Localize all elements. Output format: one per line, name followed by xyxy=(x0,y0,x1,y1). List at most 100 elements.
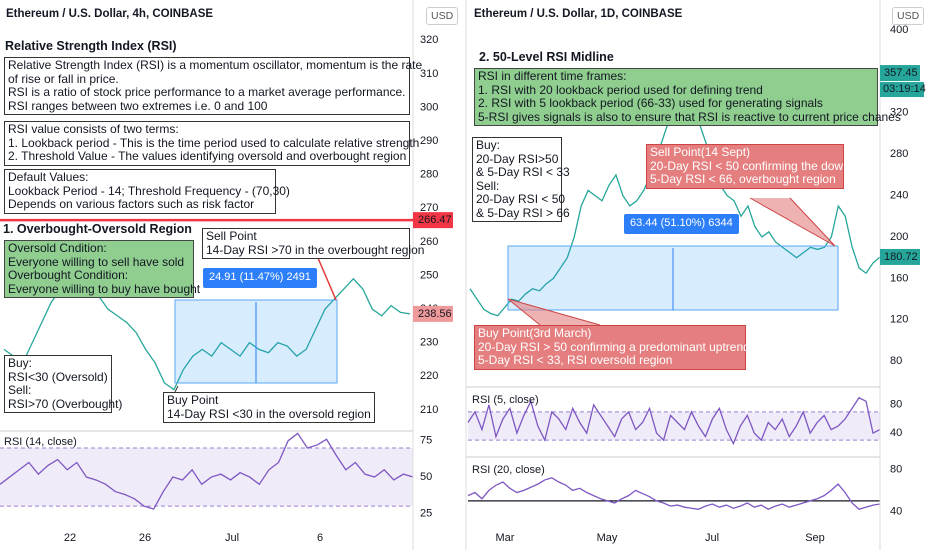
text-line: Lookback Period - 14; Threshold Frequenc… xyxy=(8,183,290,198)
y-tick-label: 80 xyxy=(890,355,902,367)
text-line: Sell Point xyxy=(206,229,257,243)
y-tick-label: 40 xyxy=(890,427,902,439)
price-tag xyxy=(413,305,453,322)
title: 2. 50-Level RSI Midline xyxy=(476,50,617,66)
text-line: Sell Point(14 Sept) xyxy=(650,145,751,159)
y-tick-label: 300 xyxy=(420,101,438,113)
sell-arrow xyxy=(317,257,337,301)
x-tick-label: 22 xyxy=(64,532,76,544)
text-line: 2. RSI with 5 lookback period (66-33) us… xyxy=(478,96,823,110)
y-tick-label: 280 xyxy=(420,169,438,181)
countdown-label: 03:19:14 xyxy=(883,83,926,95)
y-tick-label: 290 xyxy=(420,135,438,147)
series-line xyxy=(0,432,414,510)
text-line: RSI is a ratio of stock price performanc… xyxy=(8,85,406,99)
price-tag xyxy=(880,248,920,265)
y-tick-label: 80 xyxy=(890,399,902,411)
y-tick-label: 75 xyxy=(420,435,432,447)
sell-point-note: Sell Point(14 Sept) 20-Day RSI < 50 confi… xyxy=(646,144,878,189)
y-tick-label: 240 xyxy=(890,190,908,202)
price-tag-label: 266.47 xyxy=(418,214,452,226)
text-line: Overbought Condition: xyxy=(8,268,129,282)
text-line: 20-Day RSI < 50 xyxy=(476,192,566,206)
text-line: 20-Day RSI > 50 confirming a predominant… xyxy=(478,339,750,354)
x-tick-label: May xyxy=(597,532,618,544)
text-line: Everyone willing to sell have sold xyxy=(8,254,185,269)
text-line: of rise or fall in price. xyxy=(8,71,119,86)
y-tick-label: 260 xyxy=(420,236,438,248)
buy-arrow xyxy=(507,298,601,326)
text-line: RSI ranges between two extremes i.e. 0 a… xyxy=(8,98,268,113)
series-line xyxy=(467,396,881,446)
text-line: RSI value consists of two terms: xyxy=(8,122,179,136)
text-line: 1. RSI with 20 lookback period used for … xyxy=(478,82,763,97)
y-tick-label: 210 xyxy=(420,404,438,416)
text-line: Depends on various factors such as risk … xyxy=(8,197,255,211)
y-tick-label: 25 xyxy=(420,507,432,519)
text-line: 20-Day RSI < 50 confirming the downtrend xyxy=(650,158,878,173)
text-line: 5-Day RSI < 33, RSI oversold region xyxy=(478,353,673,367)
x-tick-label: 6 xyxy=(317,532,323,544)
text-line: Default Values: xyxy=(8,170,89,184)
y-tick-label: 250 xyxy=(420,269,438,281)
y-tick-label: 80 xyxy=(890,463,902,475)
y-tick-label: 200 xyxy=(890,231,908,243)
sell-arrow xyxy=(749,197,836,247)
chart-header: Ethereum / U.S. Dollar, 1D, COINBASE xyxy=(474,8,683,20)
text-line: Buy: xyxy=(8,356,33,370)
price-tag-label: 180.72 xyxy=(884,251,918,263)
y-tick-label: 270 xyxy=(420,202,438,214)
y-tick-label: 120 xyxy=(890,314,908,326)
measure-label: 63.44 (51.10%) 6344 xyxy=(624,214,739,234)
currency: USD xyxy=(426,7,459,25)
timeframes-note: RSI in different time frames: 1. RSI with… xyxy=(474,68,901,126)
y-tick-label: 50 xyxy=(420,471,432,483)
y-tick-label: 310 xyxy=(420,68,438,80)
pane-title: RSI (20, close) xyxy=(472,464,545,476)
text-line: 20-Day RSI>50 xyxy=(476,151,559,166)
y-tick-label: 280 xyxy=(890,148,908,160)
text-line: RSI in different time frames: xyxy=(478,69,627,83)
buy-sell-note: Buy: RSI<30 (Oversold) Sell: RSI>70 (Overbo… xyxy=(4,355,123,413)
x-tick-label: Mar xyxy=(496,532,515,544)
buy-sell-note: Buy: 20-Day RSI>50 & 5-Day RSI < 33 Sell: 20… xyxy=(472,137,570,222)
buy-point-note: Buy Point 14-Day RSI <30 in the oversold … xyxy=(163,392,375,423)
x-tick-label: Sep xyxy=(805,532,825,544)
rsi-band xyxy=(468,411,880,441)
text-line: 1. Lookback period - This is the time pe… xyxy=(8,135,420,150)
x-tick-label: Jul xyxy=(705,532,719,544)
y-tick-label: 320 xyxy=(420,34,438,46)
price-tag-label: 238.56 xyxy=(418,308,452,320)
price-tag-label: 357.45 xyxy=(884,67,918,79)
buy-point-note: Buy Point(3rd March) 20-Day RSI > 50 conf… xyxy=(474,325,750,370)
terms-note: RSI value consists of two terms: 1. Lookb… xyxy=(4,121,420,166)
price-tag xyxy=(880,65,920,82)
text-line: Relative Strength Index (RSI) is a momen… xyxy=(8,58,423,72)
text-line: RSI<30 (Oversold) xyxy=(8,369,108,384)
text-line: Oversold Cndition: xyxy=(8,241,107,255)
defaults-note: Default Values: Lookback Period - 14; Thr… xyxy=(4,169,290,214)
section-title: 1. Overbought-Oversold Region xyxy=(0,222,195,238)
text-line: & 5-Day RSI > 66 xyxy=(476,205,570,220)
pane-title: RSI (14, close) xyxy=(4,436,77,448)
pane-title: RSI (5, close) xyxy=(472,394,539,406)
y-tick-label: 400 xyxy=(890,24,908,36)
text-line: 5-RSI gives signals is also to ensure th… xyxy=(478,109,901,124)
text-line: Buy Point xyxy=(167,393,219,407)
series-line xyxy=(467,477,881,511)
conditions-note: Oversold Cndition: Everyone willing to se… xyxy=(4,240,200,298)
text-line: 5-Day RSI < 66, overbought region xyxy=(650,172,836,186)
currency: USD xyxy=(892,7,925,25)
x-tick-label: Jul xyxy=(225,532,239,544)
text-line: Sell: xyxy=(8,383,32,397)
buy-arrow xyxy=(174,385,179,393)
text-line: Sell: xyxy=(476,178,500,193)
rsi-band xyxy=(0,447,413,507)
y-tick-label: 220 xyxy=(420,370,438,382)
text-line: 14-Day RSI >70 in the overbought region xyxy=(206,242,425,257)
title: Relative Strength Index (RSI) xyxy=(2,39,180,55)
chart-header: Ethereum / U.S. Dollar, 4h, COINBASE xyxy=(6,8,214,20)
text-line: RSI>70 (Overbought) xyxy=(8,396,123,411)
